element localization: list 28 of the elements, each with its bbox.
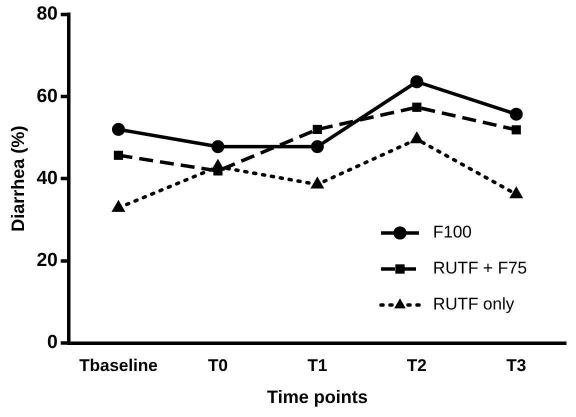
point [114,150,124,160]
y-tick-label: 80 [36,4,58,25]
y-tick-label: 20 [36,250,58,272]
x-axis-title: Time points [267,387,368,408]
x-tick-label: Tbaseline [79,356,158,375]
point [510,108,523,121]
point [412,102,422,112]
point [112,122,125,136]
point [211,140,224,154]
legend-label: RUTF + F75 [433,258,527,278]
point [310,140,324,154]
point [410,75,424,88]
point [312,124,322,134]
y-tick-label: 60 [36,86,58,107]
x-tick-label: T1 [307,356,328,375]
legend-label: F100 [433,222,472,242]
legend-label: RUTF only [433,294,515,314]
y-tick-label: 0 [47,332,58,354]
point [112,200,126,212]
point [310,176,324,188]
point [512,125,521,134]
point [509,186,524,198]
x-tick-label: T3 [506,356,526,375]
y-tick-label: 40 [36,168,58,189]
y-axis-title: Diarrhea (%) [8,126,28,232]
x-tick-label: T2 [406,356,427,375]
point [210,158,225,171]
x-tick-label: T0 [208,356,228,375]
